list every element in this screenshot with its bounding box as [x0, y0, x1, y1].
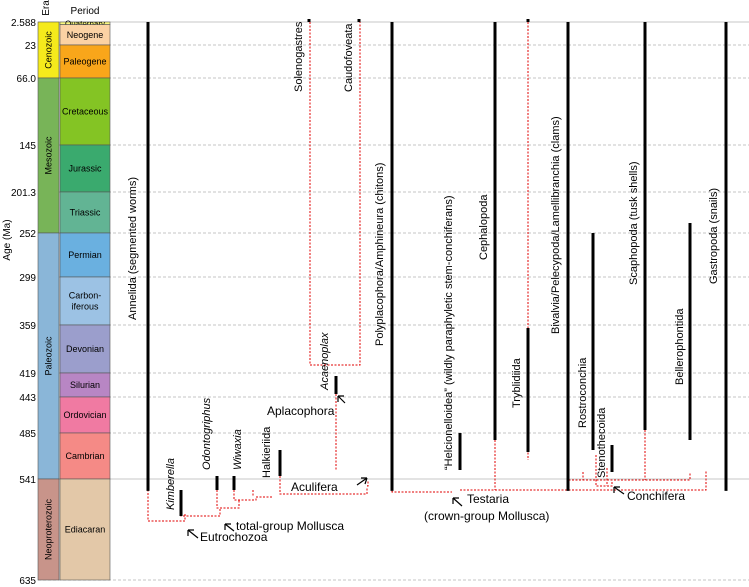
era-label: Cenozoic	[43, 31, 53, 69]
period-column: Quaternary Neogene Paleogene Cretaceous Jura…	[59, 19, 111, 581]
age-axis-label: Age (Ma)	[2, 219, 13, 260]
age-ticks: 2.588 23 66.0 145 201.3 252 299 359 419 443 485 541…	[11, 18, 36, 587]
taxon-ranges	[146, 19, 728, 516]
period-box	[59, 324, 111, 374]
taxon-label-scaphopoda: Scaphopoda (tusk shells)	[628, 161, 640, 285]
testaria-arrow	[452, 497, 463, 507]
aculifera-arrow	[356, 477, 368, 486]
era-column: Cenozoic Mesozoic Paleozoic Neoproterozoic	[37, 21, 60, 581]
taxon-label-caudofoveata: Caudofoveata	[343, 23, 355, 92]
period-label: Ordovician	[63, 410, 106, 420]
testaria-note: (crown-group Mollusca)	[424, 509, 549, 523]
conchifera-label: Conchifera	[627, 489, 685, 503]
taxon-label-gastropoda: Gastropoda (snails)	[708, 188, 720, 284]
taxon-label-halkieriida: Halkieriida	[261, 426, 273, 478]
period-label: Ediacaran	[65, 525, 106, 535]
period-box	[59, 232, 111, 278]
period-label: Cretaceous	[62, 107, 109, 117]
period-label: Paleogene	[63, 57, 106, 67]
taxon-label-wiwaxia: Wiwaxia	[232, 429, 244, 470]
period-label: Carbon-	[69, 291, 102, 301]
taxon-label-bivalvia: Bivalvia/Pelecypoda/Lamellibranchia (cla…	[550, 116, 562, 334]
taxon-label-kimberella: Kimberella	[165, 458, 177, 510]
period-label: iferous	[71, 302, 99, 312]
tick-label: 66.0	[17, 74, 37, 85]
period-box	[59, 432, 111, 480]
eutrochozoa-arrow	[187, 529, 199, 539]
tick-label: 23	[25, 41, 37, 52]
taxon-label-helcionelloidea: “Helcionelloidea” (wildly paraphyletic s…	[443, 195, 455, 470]
taxon-label-tryblidiida: Tryblidiida	[511, 357, 523, 408]
taxon-label-acaenoplax: Acaenoplax	[319, 332, 331, 391]
period-box	[59, 372, 111, 398]
period-label: Triassic	[70, 208, 101, 218]
tick-label: 635	[19, 576, 36, 587]
eutrochozoa-label: Eutrochozoa	[200, 530, 268, 544]
conchifera-arrow	[613, 486, 625, 495]
tick-label: 145	[19, 141, 36, 152]
clade-annotations	[187, 395, 625, 539]
taxon-label-odontogriphus: Odontogriphus	[201, 397, 213, 470]
period-box	[59, 191, 111, 234]
aplacophora-label: Aplacophora	[267, 404, 335, 418]
taxon-label-solenogastres: Solenogastres	[293, 21, 305, 92]
total-group-label: total-group Mollusca	[236, 519, 344, 533]
period-box	[59, 478, 111, 581]
tick-label: 201.3	[11, 188, 36, 199]
era-header: Era	[41, 0, 52, 16]
tick-label: 419	[19, 369, 36, 380]
tick-label: 443	[19, 393, 36, 404]
era-label: Neoproterozoic	[43, 498, 53, 560]
period-box	[59, 396, 111, 434]
taxon-label-annelida: Annelida (segmented worms)	[127, 177, 139, 320]
tick-label: 252	[19, 229, 36, 240]
tick-label: 299	[19, 273, 36, 284]
period-box	[59, 144, 111, 193]
period-box	[59, 276, 111, 326]
era-label: Mesozoic	[43, 136, 53, 175]
taxon-label-cephalopoda: Cephalopoda	[478, 194, 490, 260]
period-label: Devonian	[66, 344, 104, 354]
era-box	[37, 478, 60, 581]
taxon-label-rostroconchia: Rostroconchia	[577, 357, 589, 428]
taxon-label-stenothecoida: Stenothecoida	[596, 407, 608, 478]
era-label: Paleozoic	[43, 336, 53, 376]
period-label: Neogene	[67, 30, 104, 40]
aculifera-label: Aculifera	[291, 480, 338, 494]
total-group-arrow	[224, 523, 235, 532]
testaria-label: Testaria	[467, 492, 509, 506]
period-label: Quaternary	[65, 19, 105, 28]
tick-label: 541	[19, 475, 36, 486]
tick-label: 359	[19, 321, 36, 332]
tick-label: 2.588	[11, 18, 36, 29]
period-label: Cambrian	[65, 451, 104, 461]
aplacophora-arrow	[337, 395, 346, 404]
period-label: Permian	[68, 250, 102, 260]
period-box	[59, 77, 111, 146]
taxon-labels: Annelida (segmented worms) Kimberella Odon…	[127, 21, 720, 510]
taxon-label-bellerophontida: Bellerophontida	[674, 308, 686, 385]
tick-label: 485	[19, 429, 36, 440]
period-label: Jurassic	[68, 164, 102, 174]
taxon-label-polyplacophora: Polyplacophora/Amphineura (chitons)	[374, 163, 386, 346]
period-label: Silurian	[70, 380, 100, 390]
period-header: Period	[71, 6, 100, 17]
